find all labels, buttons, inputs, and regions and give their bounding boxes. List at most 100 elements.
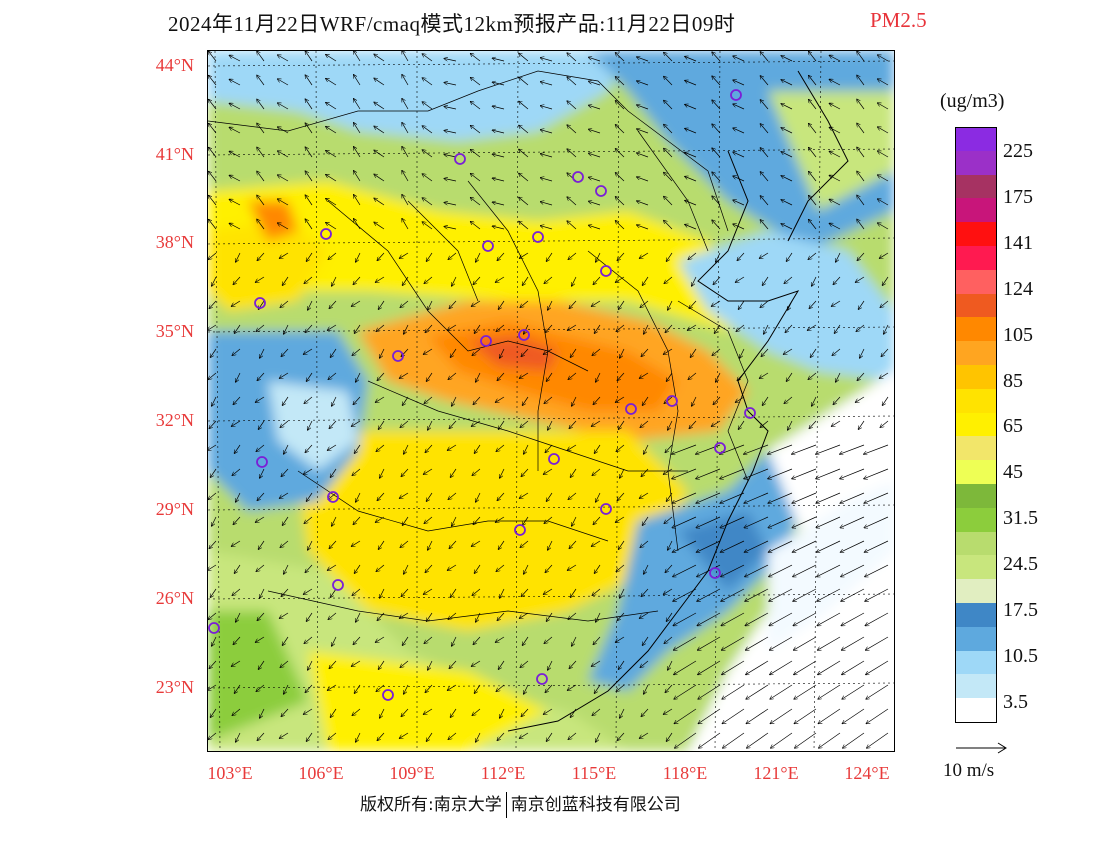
wind-arrow [402,195,409,206]
wind-arrow [637,81,649,86]
wind-arrow [258,660,265,669]
wind-arrow [401,468,409,476]
wind-arrow [567,53,577,62]
wind-arrow [615,53,625,62]
wind-arrow [665,444,673,452]
wind-arrow [326,79,337,86]
wind-arrow [641,708,649,716]
wind-arrow [568,732,577,739]
wind-arrow [696,516,721,528]
wind-arrow [376,636,385,642]
wind-arrow [473,516,481,524]
wind-arrow [449,540,457,548]
wind-arrow [737,252,745,260]
wind-arrow [548,660,553,670]
wind-arrow [521,348,529,356]
wind-arrow [545,444,553,452]
wind-arrow [257,123,265,134]
wind-arrow [353,276,361,284]
wind-arrow [664,100,673,110]
wind-arrow [520,420,529,427]
wind-arrow [208,732,217,739]
wind-arrow [570,468,577,477]
wind-arrow [690,348,697,357]
wind-arrow [328,612,337,619]
wind-arrow [353,516,361,524]
wind-arrow [519,125,529,134]
wind-arrow [374,222,385,230]
wind-arrow [498,420,505,429]
wind-arrow [280,420,289,427]
wind-arrow [519,173,529,182]
wind-arrow [229,103,241,110]
wind-arrow [878,103,889,110]
wind-arrow [329,660,337,668]
wind-arrow [374,78,385,86]
wind-arrow [760,220,769,230]
wind-arrow [640,300,649,307]
wind-arrow [520,732,529,738]
lat-label-4: 32°N [155,410,194,430]
wind-arrow [642,396,649,405]
wind-arrow [424,636,433,643]
wind-arrow [354,444,361,453]
wind-arrow [256,396,265,402]
wind-arrow [733,128,745,134]
wind-arrow [306,492,313,501]
wind-arrow [644,684,649,694]
wind-arrow [720,516,745,528]
wind-arrow [256,324,265,331]
colorbar-swatch [955,269,997,295]
wind-arrow [640,252,649,258]
wind-arrow [376,324,385,331]
wind-arrow [716,252,721,262]
wind-arrow [818,636,841,650]
wind-arrow [857,51,865,62]
wind-arrow [209,172,217,182]
wind-arrow [422,126,433,134]
wind-arrow [352,300,361,306]
wind-arrow [498,300,505,309]
wind-arrow [377,252,385,260]
city-marker [332,579,344,591]
wind-arrow [374,174,385,182]
coastline [507,70,849,732]
wind-arrow [760,300,769,307]
wind-arrow [424,588,433,594]
map-area [207,50,895,752]
wind-arrow [236,492,241,502]
wind-arrow [857,195,865,206]
wind-arrow [424,468,433,474]
wind-arrow [784,276,793,283]
wind-arrow [666,732,673,741]
wind-arrow [377,732,385,740]
wind-arrow [569,420,577,428]
wind-arrow [857,147,865,158]
wind-arrow [672,516,697,528]
wind-arrow [841,540,865,552]
city-marker [709,567,721,579]
wind-arrow [567,125,577,134]
wind-arrow [685,81,697,86]
wind-arrow [380,588,385,598]
wind-arrow [685,105,697,110]
wind-arrow [546,252,553,261]
wind-arrow [568,492,577,499]
wind-arrow [617,492,625,500]
wind-arrow [522,636,529,645]
wind-arrow [637,225,649,230]
wind-arrow [232,540,241,546]
wind-arrow [642,636,649,645]
wind-arrow [424,396,433,403]
wind-arrow [500,468,505,478]
wind-arrow [865,588,889,601]
colorbar-label: 124 [1003,278,1033,300]
wind-arrow [864,492,889,503]
wind-arrow [472,468,481,475]
wind-arrow [376,684,385,691]
wind-arrow [592,660,601,666]
wind-arrow [422,198,433,206]
wind-arrow [208,684,217,690]
wind-arrow [570,708,577,717]
wind-arrow [233,636,241,644]
